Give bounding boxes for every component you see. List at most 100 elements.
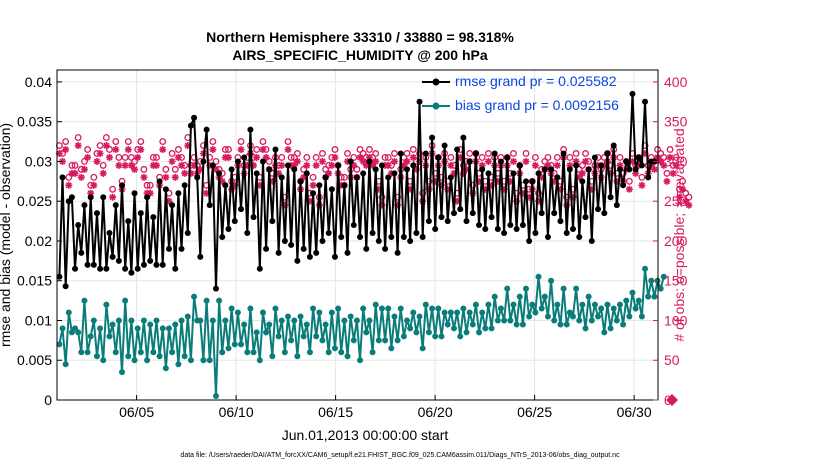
rmse-point [100, 194, 107, 201]
bias-point [363, 329, 370, 336]
obs-possible-point [159, 138, 167, 145]
rmse-point [84, 261, 91, 268]
bias-point [388, 345, 395, 352]
obs-evaluated-point [384, 161, 392, 169]
obs-possible-point [484, 150, 492, 157]
obs-evaluated-point [578, 169, 586, 177]
bias-point [563, 321, 570, 328]
plot-frame [56, 69, 659, 401]
bias-point [250, 349, 257, 356]
bias-point [501, 317, 508, 324]
obs-possible-point [212, 157, 220, 165]
obs-evaluated-point [582, 157, 590, 165]
bias-point [519, 321, 526, 328]
obs-possible-point [287, 153, 295, 161]
bias-point [225, 345, 232, 352]
bias-point [278, 317, 285, 324]
rmse-point [156, 178, 163, 185]
rmse-point [447, 174, 454, 181]
bias-point [613, 317, 620, 324]
obs-evaluated-point [178, 161, 186, 169]
y-tick-label: 0 [44, 392, 52, 408]
rmse-point [488, 214, 495, 221]
obs-possible-point [62, 138, 70, 145]
rmse-point [303, 170, 310, 177]
obs-possible-point [96, 142, 104, 149]
rmse-point [485, 170, 492, 177]
y-tick-label: 0.025 [17, 193, 52, 209]
bias-point [294, 353, 301, 360]
obs-evaluated-point [309, 181, 317, 189]
bias-point [78, 349, 85, 356]
rmse-point [529, 178, 536, 185]
obs-possible-point [378, 193, 386, 201]
rmse-point [645, 174, 652, 181]
obs-possible-point [149, 153, 157, 161]
bias-point [140, 317, 147, 324]
obs-evaluated-point [87, 189, 95, 197]
obs-possible-point [253, 146, 261, 153]
obs-evaluated-point [318, 157, 326, 165]
rmse-point [623, 158, 630, 165]
bias-point [441, 309, 448, 316]
obs-possible-point [312, 153, 320, 161]
obs-evaluated-point [378, 201, 386, 209]
bias-point [645, 293, 652, 300]
obs-evaluated-point [290, 161, 298, 169]
bias-point [410, 309, 417, 316]
obs-possible-point [140, 165, 148, 173]
chart-subtitle: AIRS_SPECIFIC_HUMIDITY @ 200 hPa [232, 47, 488, 63]
obs-evaluated-point [575, 173, 583, 181]
obs-evaluated-point [328, 161, 336, 169]
bias-point [112, 349, 119, 356]
bias-point [181, 353, 188, 360]
obs-possible-point [112, 138, 120, 145]
obs-evaluated-point [672, 161, 680, 169]
obs-evaluated-point [184, 142, 192, 150]
rmse-point [338, 233, 345, 240]
obs-evaluated-point [259, 146, 267, 154]
rmse-point [187, 122, 194, 129]
obs-evaluated-point [425, 185, 433, 193]
obs-evaluated-point [96, 149, 104, 157]
rmse-point [385, 174, 392, 181]
obs-possible-point [171, 165, 179, 173]
obs-possible-point [403, 150, 411, 157]
rmse-point [272, 146, 279, 153]
rmse-point [620, 182, 627, 189]
obs-possible-point [416, 150, 423, 157]
obs-possible-point [109, 185, 117, 193]
obs-evaluated-point [196, 165, 204, 173]
rmse-point [291, 166, 298, 173]
rmse-point [601, 210, 608, 217]
bias-point [347, 313, 354, 320]
obs-evaluated-point [550, 177, 558, 185]
bias-point [651, 293, 658, 300]
obs-possible-point [344, 150, 351, 157]
rmse-point [523, 178, 530, 185]
obs-possible-point [68, 161, 76, 169]
obs-evaluated-point [293, 157, 301, 165]
rmse-point [300, 245, 307, 252]
rmse-point [610, 142, 617, 149]
bias-point [397, 305, 404, 312]
bias-point [306, 349, 313, 356]
bias-point [128, 317, 135, 324]
obs-evaluated-point [168, 157, 176, 165]
obs-evaluated-point [231, 181, 239, 189]
bias-point [106, 333, 113, 340]
rmse-point [269, 218, 276, 225]
rmse-point [450, 210, 457, 217]
bias-point [134, 325, 141, 332]
obs-evaluated-point [62, 146, 70, 154]
y-tick-label: 0.015 [17, 273, 52, 289]
rmse-point [375, 237, 382, 244]
bias-point [413, 329, 420, 336]
rmse-point [463, 218, 470, 225]
obs-possible-point [544, 153, 552, 161]
rmse-point [369, 230, 376, 237]
bias-point [281, 349, 288, 356]
bias-point [93, 353, 100, 360]
bias-point [601, 329, 608, 336]
obs-evaluated-point [350, 161, 358, 169]
